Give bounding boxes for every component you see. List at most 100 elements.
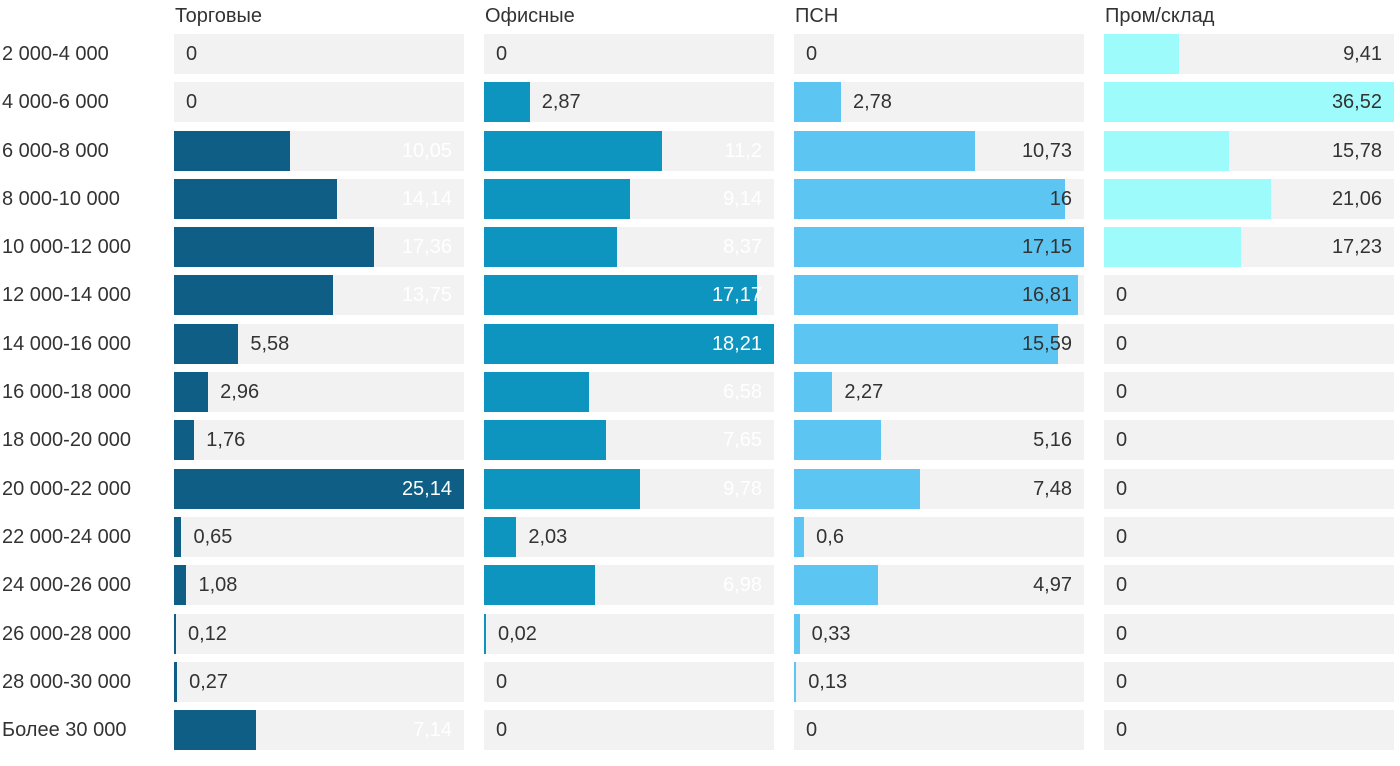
chart-row: 4 000-6 000 0 2,87 2,78 36,52	[0, 82, 1394, 123]
column-header-ofisnye: Офисные	[485, 5, 575, 27]
bar	[794, 275, 1079, 316]
bar-track: 17,23	[1104, 227, 1394, 268]
value-label: 0,02	[498, 622, 537, 645]
bar-track: 36,52	[1104, 82, 1394, 123]
bar	[174, 178, 338, 219]
bar	[484, 516, 517, 557]
value-label: 0,65	[193, 525, 233, 548]
row-label: 26 000-28 000	[2, 622, 132, 645]
bar-track: 11,2	[484, 130, 774, 171]
value-label: 0	[806, 43, 818, 65]
value-label: 17,17	[711, 284, 762, 307]
value-label: 0	[1116, 670, 1128, 693]
value-label: 2,27	[844, 381, 884, 404]
value-label: 0	[1116, 429, 1128, 452]
bar-track: 4,97	[794, 565, 1084, 606]
value-label: 0	[1116, 525, 1128, 548]
chart-row: 24 000-26 000 1,08 6,98 4,97 0	[0, 565, 1394, 606]
bar	[794, 130, 976, 171]
row-label: 8 000-10 000	[2, 187, 120, 210]
value-label: 9,41	[1343, 43, 1382, 65]
chart-rows: 2 000-4 000 0 0 0 9,41 4 000-6 000 0 2,87 2,78 36…	[0, 34, 1394, 751]
chart-row: 20 000-22 000 25,14 9,78 7,48 0	[0, 468, 1394, 509]
value-label: 0	[1116, 381, 1128, 404]
bar-track: 0,12	[174, 613, 464, 654]
bar-track: 0	[1104, 323, 1394, 364]
bar	[794, 372, 833, 413]
chart-row: 6 000-8 000 10,05 11,2 10,73 15,78	[0, 130, 1394, 171]
value-label: 15,78	[1331, 139, 1382, 162]
column-header-torgovye: Торговые	[175, 5, 263, 27]
row-label: 18 000-20 000	[2, 429, 132, 452]
bar-track: 14,14	[174, 178, 464, 219]
bar-track: 0	[1104, 420, 1394, 461]
bar	[174, 323, 239, 364]
bar	[794, 178, 1065, 219]
bar-track: 0	[794, 34, 1084, 74]
bar	[1104, 130, 1230, 171]
bar-track: 0,65	[174, 516, 464, 557]
value-label: 17,36	[401, 236, 452, 259]
bar	[794, 468, 921, 509]
chart-row: 28 000-30 000 0,27 0 0,13 0	[0, 661, 1394, 702]
bar-track: 0	[1104, 275, 1394, 316]
chart-row: 26 000-28 000 0,12 0,02 0,33 0	[0, 613, 1394, 654]
value-label: 0	[186, 91, 198, 114]
bar	[484, 82, 530, 123]
bar-track: 10,05	[174, 130, 464, 171]
chart-row: 14 000-16 000 5,58 18,21 15,59 0	[0, 323, 1394, 364]
value-label: 0,27	[189, 670, 229, 693]
value-label: 9,14	[723, 187, 762, 210]
bar-track: 0	[1104, 565, 1394, 606]
bar-track: 2,96	[174, 372, 464, 413]
bar-track: 0	[174, 82, 464, 123]
value-label: 8,37	[723, 236, 762, 259]
value-label: 14,14	[401, 187, 452, 210]
bar-track: 2,87	[484, 82, 774, 123]
bar-track: 0	[1104, 710, 1394, 751]
bar-track: 0,27	[174, 661, 464, 702]
bar	[174, 130, 290, 171]
bar-track: 6,58	[484, 372, 774, 413]
value-label: 0	[1116, 622, 1128, 645]
value-label: 0	[496, 43, 508, 65]
value-label: 0	[1116, 284, 1128, 307]
bar	[484, 613, 486, 654]
value-label: 10,73	[1021, 139, 1072, 162]
value-label: 0	[1116, 332, 1128, 355]
bar-track: 10,73	[794, 130, 1084, 171]
chart-row: Более 30 000 7,14 0 0 0	[0, 710, 1394, 751]
bar-track: 0	[1104, 661, 1394, 702]
bar	[174, 420, 195, 461]
value-label: 9,78	[723, 477, 762, 500]
bar	[794, 227, 1084, 268]
bar-track: 1,08	[174, 565, 464, 606]
value-label: 5,58	[250, 332, 290, 355]
bar	[484, 178, 630, 219]
value-label: 0	[1116, 477, 1128, 500]
bar-track: 1,76	[174, 420, 464, 461]
rate-distribution-chart: Торговые Офисные ПСН Пром/склад 2 000-4 …	[0, 5, 1394, 751]
value-label: 2,96	[220, 381, 260, 404]
bar	[174, 372, 209, 413]
bar	[484, 420, 606, 461]
bar-track: 8,37	[484, 227, 774, 268]
bar-track: 15,59	[794, 323, 1084, 364]
bar	[484, 468, 640, 509]
bar	[174, 613, 176, 654]
bar	[174, 565, 187, 606]
bar	[484, 227, 618, 268]
bar	[174, 275, 333, 316]
value-label: 1,08	[198, 574, 238, 597]
bar-track: 0,6	[794, 516, 1084, 557]
bar	[174, 516, 182, 557]
value-label: 0	[186, 43, 198, 65]
value-label: 0,13	[808, 670, 848, 693]
value-label: 2,03	[528, 525, 568, 548]
chart-row: 22 000-24 000 0,65 2,03 0,6 0	[0, 516, 1394, 557]
value-label: 11,2	[724, 139, 762, 162]
bar-track: 2,78	[794, 82, 1084, 123]
row-label: 22 000-24 000	[2, 525, 132, 548]
value-label: 0,12	[188, 622, 227, 645]
value-label: 0	[496, 719, 508, 742]
